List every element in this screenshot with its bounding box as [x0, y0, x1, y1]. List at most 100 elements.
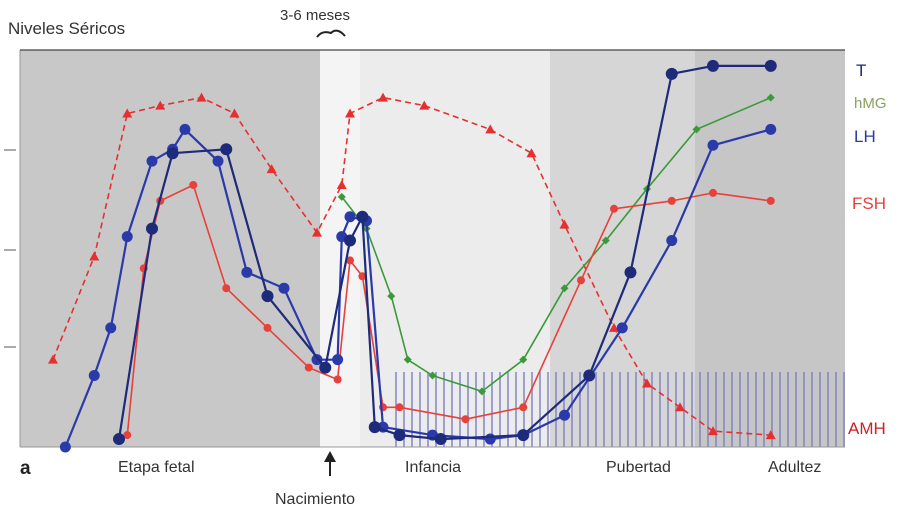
stage-backgrounds: [20, 50, 845, 447]
data-point-fsh-11: [395, 403, 404, 412]
data-point-hmg-8: [601, 236, 610, 245]
data-point-fsh-3: [189, 180, 198, 189]
legend-label-hmg: hMG: [854, 95, 887, 112]
data-point-lh-22: [707, 139, 719, 151]
data-point-hmg-6: [519, 355, 528, 364]
data-point-amh-17: [675, 402, 685, 412]
legend-label-fsh: FSH: [852, 194, 886, 213]
data-point-amh-0: [48, 354, 58, 364]
data-point-fsh-9: [358, 272, 367, 281]
stage-label-puberty: Pubertad: [606, 459, 671, 476]
data-point-lh-0: [59, 441, 71, 453]
data-point-fsh-12: [461, 415, 470, 424]
data-point-t-16: [764, 59, 777, 72]
data-point-t-15: [707, 59, 719, 72]
data-point-t-0: [113, 433, 125, 446]
series-amh: [48, 92, 776, 440]
data-point-amh-18: [708, 426, 718, 436]
data-point-amh-2: [122, 108, 133, 118]
data-point-lh-1: [88, 370, 100, 382]
legend-label-lh: LH: [854, 127, 876, 146]
data-point-amh-8: [336, 179, 347, 189]
data-point-amh-3: [155, 100, 166, 110]
data-point-lh-6: [179, 123, 191, 135]
stage-label-adult: Adultez: [768, 459, 821, 476]
series-t: [113, 59, 777, 446]
data-point-amh-10: [378, 92, 388, 102]
data-point-fsh-0: [123, 431, 132, 440]
data-point-amh-14: [559, 219, 570, 229]
series-line-hmg: [341, 96, 772, 393]
data-point-t-3: [220, 143, 233, 156]
data-point-fsh-4: [222, 284, 231, 293]
data-point-hmg-4: [428, 371, 437, 380]
data-point-fsh-6: [304, 363, 313, 372]
birth-arrow-head: [324, 451, 336, 462]
data-point-amh-15: [609, 322, 619, 332]
legend-label-t: T: [856, 61, 866, 80]
data-point-lh-20: [616, 322, 628, 334]
y-ticks: [4, 149, 16, 348]
data-point-hmg-7: [560, 284, 569, 293]
data-point-amh-7: [312, 227, 322, 237]
data-point-t-5: [319, 361, 332, 374]
data-point-t-12: [583, 369, 596, 382]
data-point-amh-19: [765, 430, 776, 440]
data-point-amh-9: [345, 108, 355, 118]
data-point-hmg-0: [337, 192, 346, 201]
data-point-fsh-5: [263, 323, 272, 332]
annotation-3-6-months: 3-6 meses: [280, 7, 350, 24]
data-point-fsh-8: [346, 256, 354, 265]
data-point-amh-4: [196, 92, 207, 102]
data-point-lh-13: [344, 211, 356, 223]
data-point-fsh-14: [577, 276, 585, 285]
data-point-amh-11: [419, 100, 430, 110]
series-layer: [48, 59, 777, 453]
data-point-lh-2: [105, 322, 117, 334]
data-point-t-7: [356, 210, 369, 223]
data-point-lh-17: [484, 433, 496, 445]
stage-label-infancy: Infancia: [405, 459, 461, 476]
brace-icon: [316, 29, 346, 38]
data-point-fsh-17: [709, 188, 717, 197]
data-point-t-9: [393, 429, 406, 442]
data-point-lh-11: [332, 354, 344, 366]
data-point-t-6: [344, 234, 356, 247]
data-point-t-2: [166, 147, 179, 160]
data-point-fsh-18: [766, 196, 775, 205]
data-point-amh-5: [229, 108, 240, 118]
data-point-hmg-11: [766, 93, 775, 102]
hatch-band: [395, 372, 845, 447]
legend-label-amh: AMH: [848, 419, 886, 438]
panel-label: a: [20, 458, 31, 479]
data-point-t-13: [624, 266, 637, 279]
data-point-lh-9: [278, 282, 290, 294]
data-point-fsh-7: [333, 375, 342, 384]
data-point-fsh-15: [610, 204, 618, 213]
data-point-lh-4: [146, 155, 158, 167]
data-point-lh-3: [121, 231, 133, 243]
data-point-t-14: [665, 67, 678, 80]
data-point-fsh-16: [667, 196, 676, 205]
data-point-lh-8: [241, 266, 253, 278]
series-line-amh: [52, 96, 771, 436]
data-point-hmg-2: [387, 292, 396, 301]
data-point-lh-19: [559, 409, 570, 421]
data-point-t-1: [146, 222, 158, 235]
data-point-lh-23: [765, 123, 777, 135]
data-point-t-11: [517, 429, 530, 442]
data-point-amh-12: [485, 124, 496, 134]
data-point-amh-1: [89, 251, 100, 261]
data-point-hmg-5: [478, 387, 486, 396]
data-point-t-10: [434, 433, 447, 446]
data-point-hmg-3: [403, 355, 412, 364]
data-point-fsh-13: [519, 403, 528, 412]
data-point-lh-21: [666, 235, 678, 247]
data-point-amh-13: [526, 148, 537, 158]
data-point-amh-16: [642, 378, 652, 388]
stage-label-fetal: Etapa fetal: [118, 459, 195, 476]
data-point-amh-6: [266, 164, 277, 174]
data-point-hmg-10: [692, 125, 701, 134]
data-point-lh-7: [212, 155, 224, 167]
